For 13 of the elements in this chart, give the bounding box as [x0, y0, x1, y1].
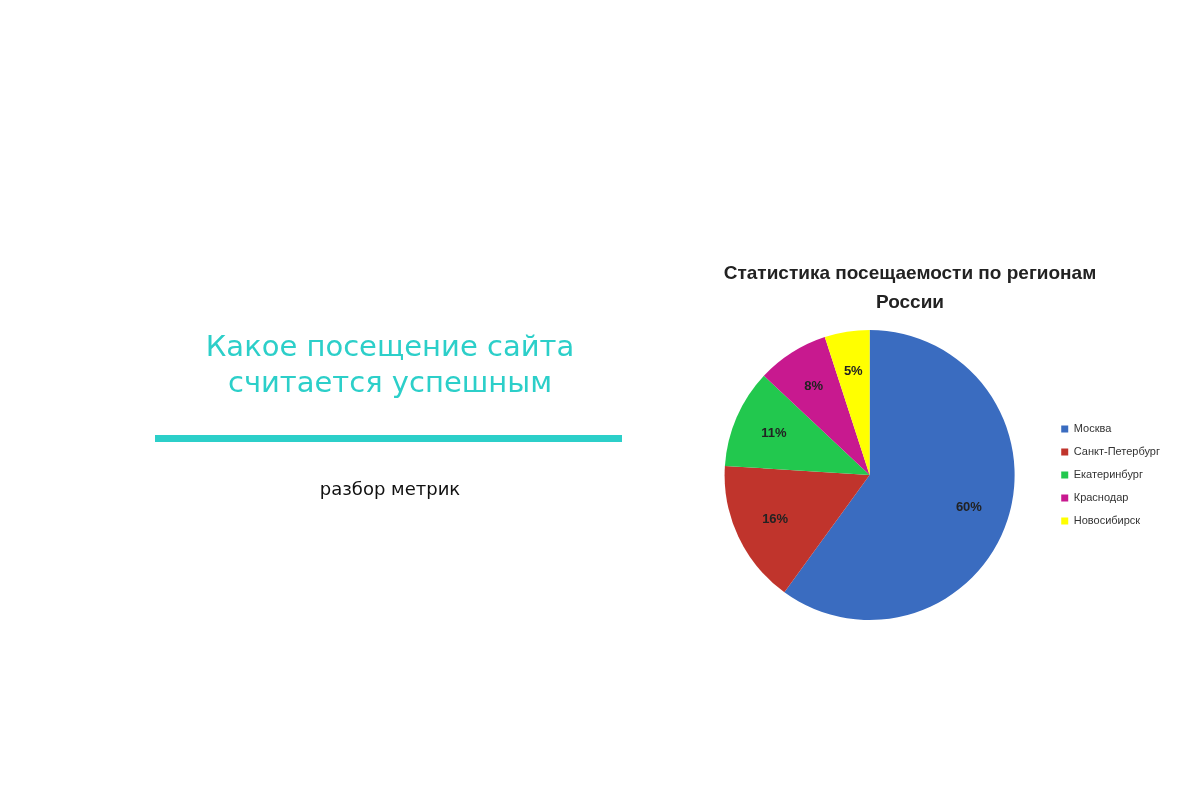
- data-label: 5%: [843, 363, 864, 379]
- data-label: 11%: [761, 425, 787, 441]
- chart-title: Статистика посещаемости по регионам России: [722, 261, 1098, 314]
- text: разбор метрик: [318, 478, 462, 499]
- data-label: 60%: [955, 498, 983, 514]
- legend-label: Санкт-Петербург: [1073, 445, 1161, 458]
- legend-label: Краснодар: [1073, 491, 1129, 504]
- data-label: 8%: [804, 378, 824, 394]
- text: Какое посещение сайта считается успешным: [204, 328, 576, 400]
- legend-label: Новосибирск: [1073, 514, 1141, 527]
- data-label: 16%: [762, 511, 789, 527]
- legend-label: Екатеринбург: [1073, 468, 1143, 481]
- legend-label: Москва: [1073, 422, 1113, 435]
